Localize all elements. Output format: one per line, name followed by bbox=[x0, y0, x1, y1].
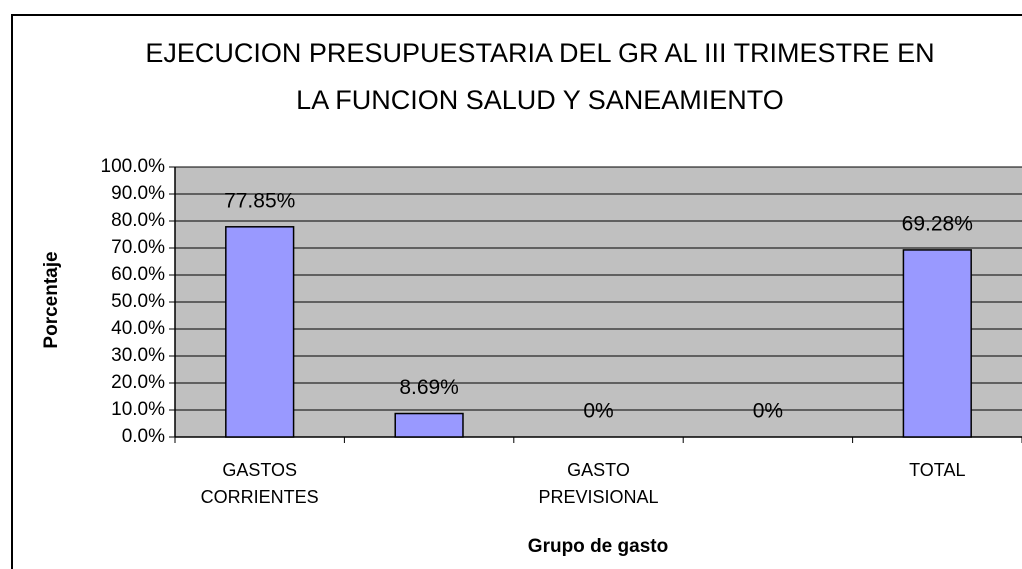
y-tick-label: 50.0% bbox=[111, 291, 165, 312]
y-tick-label: 70.0% bbox=[111, 237, 165, 258]
x-tick-label: TOTAL bbox=[909, 460, 966, 480]
data-label: 0% bbox=[583, 400, 613, 423]
y-tick-label: 30.0% bbox=[111, 345, 165, 366]
bar bbox=[225, 226, 295, 438]
data-label: 0% bbox=[753, 400, 783, 423]
y-tick-label: 90.0% bbox=[111, 183, 165, 204]
bar bbox=[902, 249, 972, 438]
data-label: 77.85% bbox=[224, 189, 295, 212]
y-axis-title: Porcentaje bbox=[41, 251, 62, 348]
x-tick-label: GASTO PREVISIONAL bbox=[538, 460, 659, 507]
y-tick-label: 80.0% bbox=[111, 210, 165, 231]
chart-frame bbox=[11, 14, 1022, 569]
data-label: 8.69% bbox=[399, 376, 459, 399]
x-tick-label: GASTOS CORRIENTES bbox=[200, 460, 319, 507]
data-label: 69.28% bbox=[902, 212, 973, 235]
y-tick-label: 20.0% bbox=[111, 372, 165, 393]
y-tick-label: 60.0% bbox=[111, 264, 165, 285]
chart-title: EJECUCION PRESUPUESTARIA DEL GR AL III T… bbox=[145, 38, 935, 115]
y-tick-label: 40.0% bbox=[111, 318, 165, 339]
bar bbox=[394, 412, 464, 438]
y-tick-label: 10.0% bbox=[111, 399, 165, 420]
y-tick-label: 0.0% bbox=[122, 426, 165, 447]
y-tick-label: 100.0% bbox=[101, 156, 166, 177]
x-axis-title: Grupo de gasto bbox=[528, 536, 668, 557]
